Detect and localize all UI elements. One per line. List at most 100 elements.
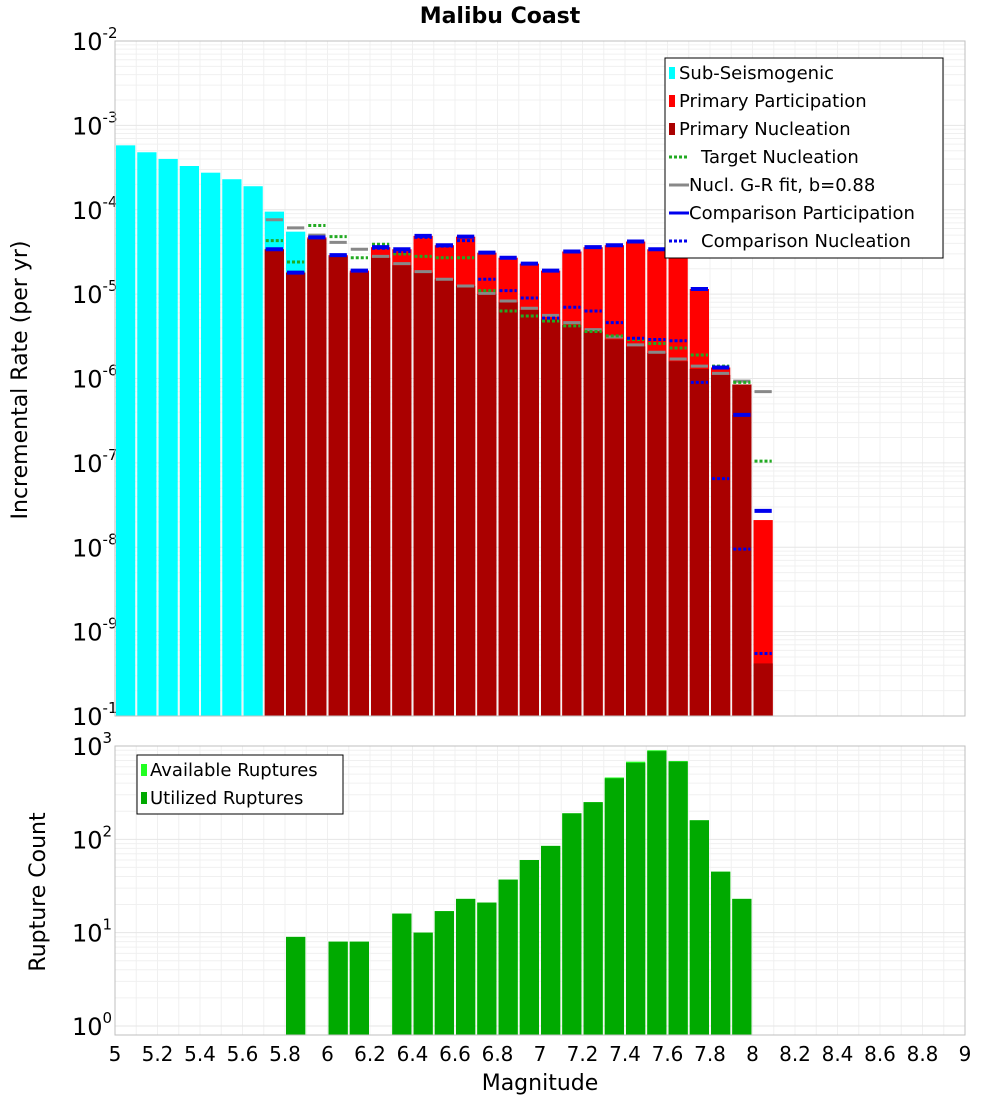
x-tick-label: 7.6 bbox=[652, 1042, 684, 1066]
top-y-tick-label: 10-8 bbox=[72, 530, 118, 562]
legend-label: Comparison Nucleation bbox=[701, 231, 911, 252]
top-y-axis-label: Incremental Rate (per yr) bbox=[8, 241, 33, 520]
legend-label: Comparison Participation bbox=[689, 203, 915, 224]
x-tick-label: 5.2 bbox=[142, 1042, 174, 1066]
x-tick-label: 7.2 bbox=[567, 1042, 599, 1066]
top-legend-box bbox=[664, 57, 944, 259]
top-y-tick-label: 10-4 bbox=[72, 193, 118, 225]
primary-nucleation-bar bbox=[413, 272, 433, 716]
legend-swatch bbox=[141, 792, 147, 804]
utilized-ruptures-bar bbox=[583, 802, 603, 1035]
bottom-plot-area: 103 102 101 100 Available Ruptures Utilized R… bbox=[72, 729, 971, 1066]
sub-seismogenic-bar bbox=[243, 186, 263, 716]
utilized-ruptures-bar bbox=[286, 936, 306, 1035]
x-tick-label: 5 bbox=[109, 1042, 122, 1066]
primary-nucleation-bar bbox=[264, 249, 284, 716]
utilized-ruptures-bar bbox=[519, 860, 539, 1035]
top-y-tick-label: 10-7 bbox=[72, 446, 118, 478]
x-tick-label: 8.6 bbox=[864, 1042, 896, 1066]
primary-nucleation-bar bbox=[647, 353, 667, 716]
bottom-y-tick-label: 100 bbox=[72, 1009, 112, 1041]
primary-nucleation-bar bbox=[583, 331, 603, 716]
sub-seismogenic-bar bbox=[116, 145, 136, 717]
legend-swatch bbox=[669, 123, 675, 135]
legend-label: Available Ruptures bbox=[150, 760, 318, 781]
x-tick-label: 8.8 bbox=[907, 1042, 939, 1066]
x-tick-label: 7.4 bbox=[609, 1042, 641, 1066]
utilized-ruptures-bar bbox=[349, 941, 369, 1035]
utilized-ruptures-bar bbox=[562, 813, 582, 1035]
primary-nucleation-bar bbox=[604, 339, 624, 716]
legend-swatch bbox=[669, 95, 675, 107]
bottom-y-axis-label: Rupture Count bbox=[26, 812, 51, 972]
primary-nucleation-bar bbox=[711, 375, 731, 716]
legend-label: Target Nucleation bbox=[700, 147, 859, 168]
primary-nucleation-bar bbox=[562, 325, 582, 716]
bottom-plot-frame bbox=[114, 745, 966, 1036]
primary-nucleation-bar bbox=[519, 309, 539, 716]
utilized-ruptures-bar bbox=[732, 898, 752, 1035]
primary-nucleation-bar bbox=[477, 294, 497, 716]
sub-seismogenic-bar bbox=[137, 152, 157, 716]
primary-nucleation-bar bbox=[286, 272, 306, 716]
x-tick-label: 6.2 bbox=[354, 1042, 386, 1066]
x-tick-label: 5.8 bbox=[269, 1042, 301, 1066]
x-tick-label: 7 bbox=[534, 1042, 547, 1066]
x-tick-label: 8 bbox=[746, 1042, 759, 1066]
bottom-y-tick-label: 103 bbox=[72, 729, 112, 761]
utilized-ruptures-bar bbox=[626, 762, 646, 1035]
primary-nucleation-bar bbox=[753, 663, 773, 716]
utilized-ruptures-bar bbox=[456, 898, 476, 1035]
x-tick-label: 6.4 bbox=[397, 1042, 429, 1066]
legend-label: Nucl. G-R fit, b=0.88 bbox=[689, 175, 875, 196]
sub-seismogenic-bar bbox=[222, 179, 242, 716]
sub-seismogenic-bar bbox=[158, 158, 178, 717]
x-tick-label: 5.4 bbox=[184, 1042, 216, 1066]
chart-title: Malibu Coast bbox=[420, 4, 581, 29]
top-y-tick-label: 10-9 bbox=[72, 615, 118, 647]
utilized-ruptures-bar bbox=[647, 751, 667, 1035]
primary-nucleation-bar bbox=[456, 285, 476, 716]
top-y-tick-label: 10-6 bbox=[72, 362, 118, 394]
utilized-ruptures-bar bbox=[392, 913, 412, 1035]
x-tick-label: 6.6 bbox=[439, 1042, 471, 1066]
legend-label: Sub-Seismogenic bbox=[679, 63, 834, 84]
primary-nucleation-bar bbox=[307, 239, 327, 716]
primary-nucleation-bar bbox=[371, 257, 391, 716]
top-y-tick-label: 10-2 bbox=[72, 24, 118, 56]
top-y-tick-label: 10-3 bbox=[72, 108, 118, 140]
primary-nucleation-bar bbox=[349, 272, 369, 716]
primary-nucleation-bar bbox=[498, 302, 518, 716]
legend-label: Primary Participation bbox=[679, 91, 867, 112]
x-tick-label: 9 bbox=[959, 1042, 972, 1066]
x-tick-label: 8.2 bbox=[779, 1042, 811, 1066]
utilized-ruptures-bar bbox=[541, 845, 561, 1035]
primary-nucleation-bar bbox=[626, 346, 646, 716]
utilized-ruptures-bar bbox=[498, 879, 518, 1035]
x-tick-label: 8.4 bbox=[822, 1042, 854, 1066]
bottom-legend-box bbox=[136, 754, 344, 815]
legend-label: Utilized Ruptures bbox=[150, 788, 303, 809]
primary-nucleation-bar bbox=[689, 368, 709, 716]
legend-swatch bbox=[141, 764, 147, 776]
primary-nucleation-bar bbox=[668, 361, 688, 716]
primary-nucleation-bar bbox=[328, 256, 348, 716]
legend-swatch bbox=[669, 67, 675, 79]
top-plot-frame bbox=[114, 40, 966, 717]
primary-nucleation-bar bbox=[392, 265, 412, 716]
primary-nucleation-bar bbox=[732, 384, 752, 716]
primary-nucleation-bar bbox=[541, 319, 561, 716]
x-axis-label: Magnitude bbox=[482, 1071, 599, 1096]
utilized-ruptures-bar bbox=[668, 761, 688, 1035]
legend-label: Primary Nucleation bbox=[679, 119, 851, 140]
x-tick-label: 6 bbox=[321, 1042, 334, 1066]
utilized-ruptures-bar bbox=[604, 778, 624, 1035]
x-tick-label: 5.6 bbox=[227, 1042, 259, 1066]
utilized-ruptures-bar bbox=[689, 820, 709, 1035]
top-plot-area: 10-210-310-410-510-610-710-810-910-10Sub… bbox=[72, 24, 966, 731]
x-tick-label: 6.8 bbox=[482, 1042, 514, 1066]
sub-seismogenic-bar bbox=[201, 172, 221, 717]
top-y-tick-label: 10-5 bbox=[72, 277, 118, 309]
